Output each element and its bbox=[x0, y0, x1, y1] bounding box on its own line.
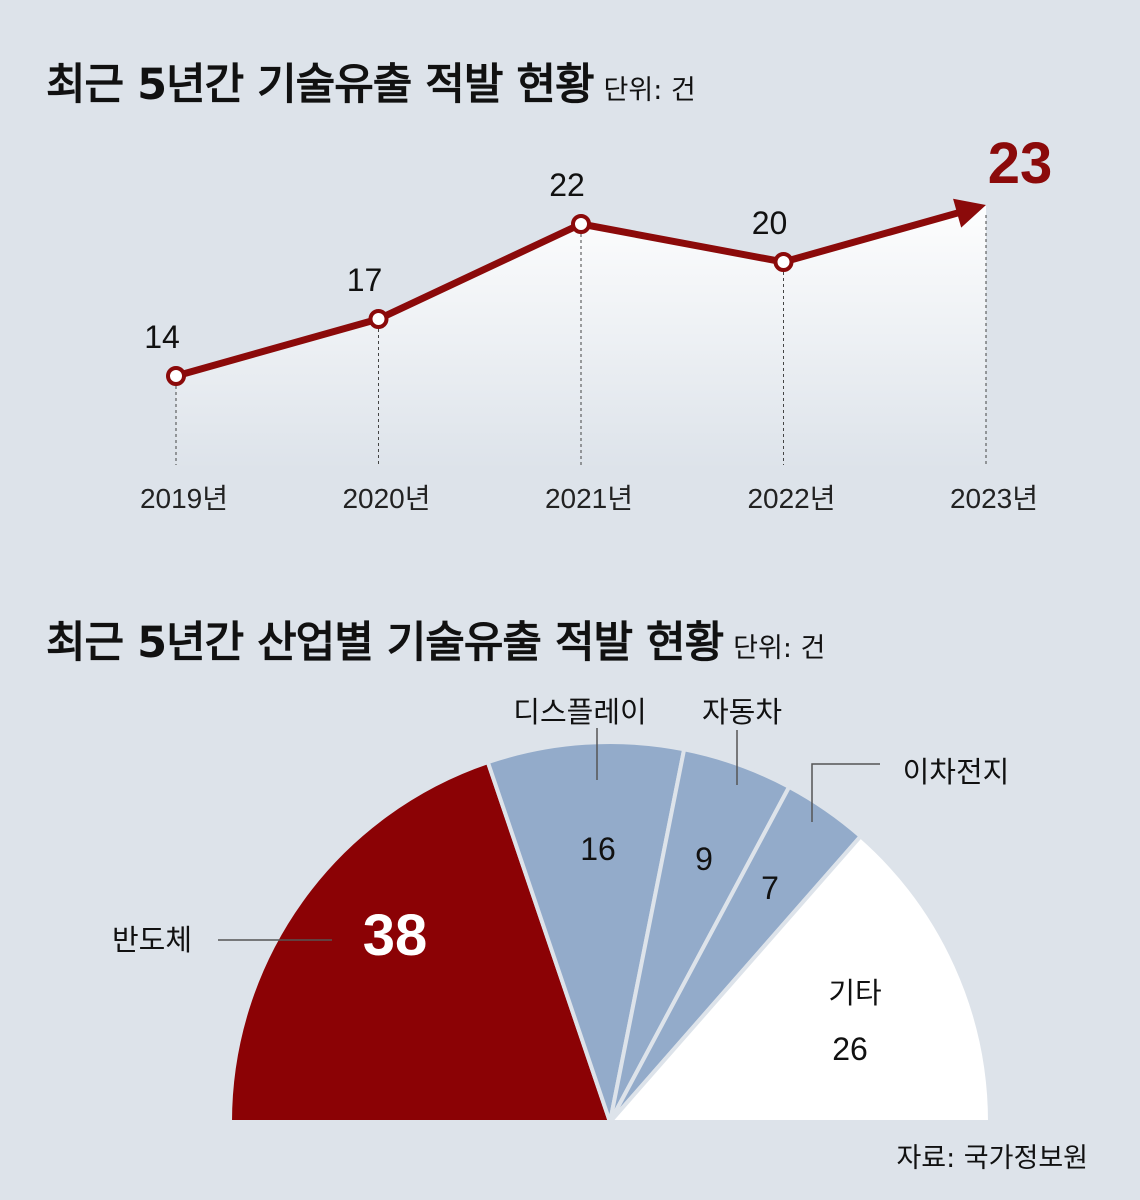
slice-name-디스플레이: 디스플레이 bbox=[513, 695, 646, 729]
line-chart: 14 2019년 17 2020년 22 2021년 20 2022년 23 2023년 bbox=[140, 131, 1053, 514]
leader-line-이차전지 bbox=[811, 763, 880, 822]
line-chart-unit: 단위: 건 bbox=[603, 75, 696, 106]
data-point-2020년 bbox=[368, 309, 389, 329]
x-tick-label-2023년: 2023년 bbox=[950, 483, 1038, 514]
slice-name-반도체: 반도체 bbox=[112, 923, 192, 957]
line-chart-title: 최근 5년간 기술유출 적발 현황 단위: 건 bbox=[46, 50, 696, 112]
slice-value-기타: 26 bbox=[832, 1031, 868, 1067]
slice-name-이차전지: 이차전지 bbox=[903, 755, 1010, 789]
data-point-2021년 bbox=[571, 214, 591, 234]
pie-slice-기타 bbox=[608, 834, 992, 1124]
series-arrowhead bbox=[953, 198, 986, 228]
slice-value-이차전지: 7 bbox=[761, 870, 779, 906]
data-point-2019년 bbox=[166, 366, 186, 386]
data-label-2022년: 20 bbox=[752, 205, 788, 241]
x-tick-label-2022년: 2022년 bbox=[747, 483, 835, 514]
x-tick-label-2021년: 2021년 bbox=[545, 483, 633, 514]
data-label-2021년: 22 bbox=[549, 167, 585, 203]
pie-chart-unit: 단위: 건 bbox=[733, 633, 826, 664]
line-chart-title-text: 최근 5년간 기술유출 적발 현황 bbox=[46, 60, 595, 110]
data-label-2023년: 23 bbox=[988, 131, 1053, 196]
pie-slice-반도체 bbox=[228, 760, 612, 1124]
slice-value-반도체: 38 bbox=[363, 903, 428, 968]
slice-name-기타: 기타 bbox=[828, 976, 881, 1010]
x-tick-label-2020년: 2020년 bbox=[342, 483, 430, 514]
pie-slice-디스플레이 bbox=[485, 740, 687, 1124]
slice-value-디스플레이: 16 bbox=[580, 831, 616, 867]
pie-chart-title: 최근 5년간 산업별 기술유출 적발 현황 단위: 건 bbox=[46, 608, 825, 670]
data-point-2022년 bbox=[773, 252, 794, 272]
x-tick-label-2019년: 2019년 bbox=[140, 483, 228, 514]
slice-value-자동차: 9 bbox=[695, 841, 713, 877]
pie-chart-title-text: 최근 5년간 산업별 기술유출 적발 현황 bbox=[46, 618, 724, 668]
data-label-2019년: 14 bbox=[144, 319, 180, 355]
slice-name-자동차: 자동차 bbox=[702, 695, 782, 729]
data-label-2020년: 17 bbox=[347, 262, 383, 298]
source-note: 자료: 국가정보원 bbox=[896, 1143, 1088, 1174]
